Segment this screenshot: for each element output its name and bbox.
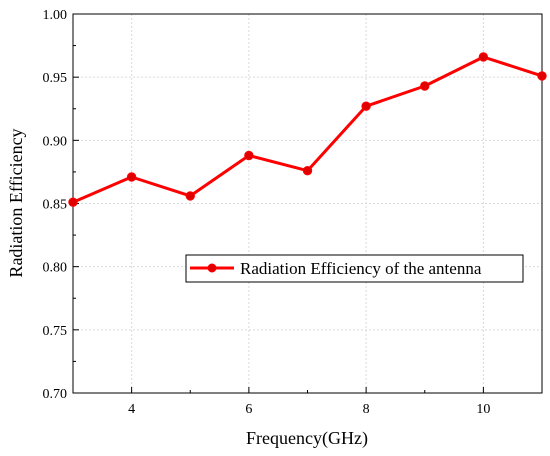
legend-marker-swatch: [207, 263, 217, 273]
data-point-marker: [244, 150, 254, 161]
x-tick-label: 10: [476, 402, 490, 417]
y-tick-label: 0.85: [43, 198, 68, 213]
x-axis-title: Frequency(GHz): [246, 428, 368, 449]
series-line: [72, 55, 543, 204]
series-layer: [68, 52, 547, 207]
data-point-marker: [420, 81, 430, 91]
data-point-marker: [537, 71, 547, 81]
axis-ticks: 4 6 8 10 0.70 0.75 0.80 0.85 0.90 0.95 1.00: [43, 8, 543, 417]
legend-box: [185, 254, 524, 283]
x-tick-label: 6: [245, 402, 252, 417]
data-point-marker: [68, 197, 78, 207]
legend: Radiation Efficiency of the antenna: [185, 254, 524, 283]
grid-lines: [73, 14, 542, 393]
y-tick-label: 0.90: [43, 134, 68, 149]
data-point-marker: [185, 191, 195, 201]
x-tick-label: 8: [363, 402, 370, 417]
plot-frame: [72, 13, 543, 394]
y-tick-label: 0.95: [43, 71, 68, 86]
data-point-marker: [126, 172, 137, 182]
data-point-marker: [361, 101, 371, 111]
data-point-marker: [478, 52, 489, 62]
y-tick-label: 0.80: [43, 261, 68, 276]
x-tick-label: 4: [128, 402, 135, 417]
legend-label: Radiation Efficiency of the antenna: [240, 259, 482, 278]
y-tick-label: 0.75: [43, 324, 68, 339]
y-tick-label: 1.00: [43, 8, 68, 23]
y-tick-label: 0.70: [43, 387, 68, 402]
data-point-marker: [302, 165, 313, 176]
y-axis-title: Radiation Efficiency: [6, 128, 26, 277]
